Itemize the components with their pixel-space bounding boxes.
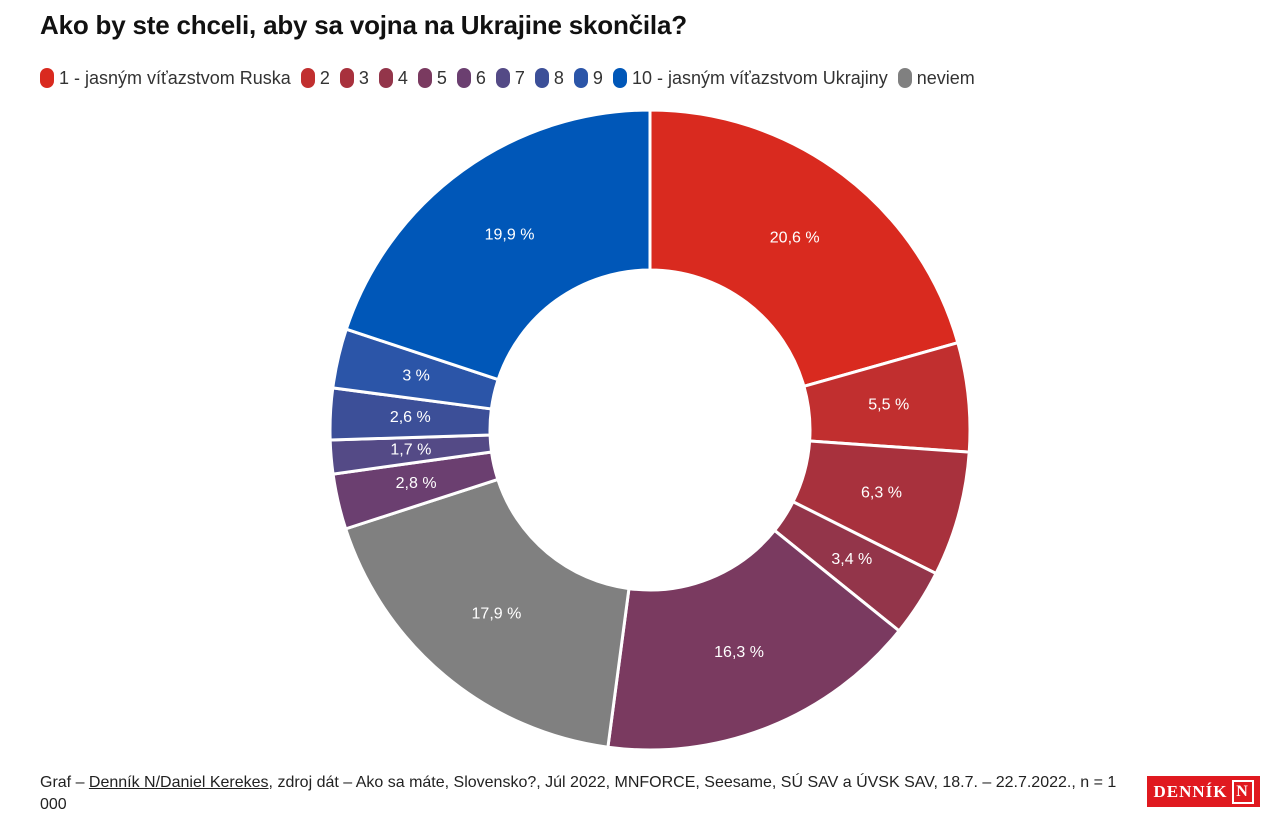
legend-item[interactable]: 3 xyxy=(339,66,369,90)
legend-label: 2 xyxy=(319,67,330,88)
slice-data-label: 2,8 % xyxy=(396,475,437,492)
slice-data-label: 2,6 % xyxy=(390,409,431,426)
legend-item[interactable]: 4 xyxy=(378,66,408,90)
legend-swatch xyxy=(534,68,549,88)
legend-label: neviem xyxy=(916,67,975,88)
slice-data-label: 6,3 % xyxy=(861,485,902,502)
legend-swatch xyxy=(417,68,432,88)
legend-label: 6 xyxy=(475,67,486,88)
legend-item[interactable]: 2 xyxy=(300,66,330,90)
legend-label: 5 xyxy=(436,67,447,88)
footer-prefix: Graf – xyxy=(40,774,89,791)
legend-item[interactable]: 9 xyxy=(573,66,603,90)
legend-label: 7 xyxy=(514,67,525,88)
slice-data-label: 17,9 % xyxy=(472,606,522,623)
donut-slice[interactable] xyxy=(648,108,960,388)
legend-item[interactable]: 7 xyxy=(495,66,525,90)
slice-data-label: 3 % xyxy=(402,367,430,384)
donut-slice[interactable] xyxy=(606,528,901,752)
legend-swatch xyxy=(573,68,588,88)
dennik-n-logo[interactable]: DENNÍK N xyxy=(1147,776,1260,807)
author-link[interactable]: Denník N/Daniel Kerekes xyxy=(88,774,269,791)
legend-swatch xyxy=(612,68,627,88)
legend-item[interactable]: 8 xyxy=(534,66,564,90)
slice-data-label: 20,6 % xyxy=(770,230,820,247)
footer-source: , zdroj dát – Ako sa máte, Slovensko?, J… xyxy=(40,774,1117,813)
legend-item[interactable]: 10 - jasným víťazstvom Ukrajiny xyxy=(612,66,888,90)
legend-item[interactable]: 6 xyxy=(456,66,486,90)
legend-label: 9 xyxy=(592,67,603,88)
logo-text: DENNÍK xyxy=(1153,781,1228,801)
chart-title: Ako by ste chceli, aby sa vojna na Ukraj… xyxy=(40,10,687,40)
chart-legend: 1 - jasným víťazstvom Ruska 2 3 4 5 6 7 8 9 10 - … xyxy=(40,66,1260,90)
legend-label: 8 xyxy=(553,67,564,88)
logo-n-mark: N xyxy=(1231,779,1254,804)
legend-swatch xyxy=(897,68,912,88)
slice-data-label: 19,9 % xyxy=(485,227,535,244)
legend-swatch xyxy=(300,68,315,88)
donut-slice[interactable] xyxy=(344,108,652,382)
legend-label: 3 xyxy=(358,67,369,88)
legend-swatch xyxy=(495,68,510,88)
legend-item[interactable]: neviem xyxy=(897,66,975,90)
legend-item[interactable]: 1 - jasným víťazstvom Ruska xyxy=(40,66,291,90)
slice-data-label: 5,5 % xyxy=(868,396,909,413)
legend-label: 4 xyxy=(397,67,408,88)
source-footer: Graf – Denník N/Daniel Kerekes, zdroj dá… xyxy=(40,772,1135,816)
legend-swatch xyxy=(40,68,54,88)
legend-swatch xyxy=(378,68,393,88)
legend-item[interactable]: 5 xyxy=(417,66,447,90)
legend-swatch xyxy=(339,68,354,88)
legend-label: 10 - jasným víťazstvom Ukrajiny xyxy=(631,67,888,88)
slice-data-label: 1,7 % xyxy=(390,442,431,459)
slice-data-label: 3,4 % xyxy=(831,551,872,568)
slice-data-label: 16,3 % xyxy=(714,644,764,661)
donut-slice[interactable] xyxy=(344,477,631,749)
legend-swatch xyxy=(456,68,471,88)
legend-label: 1 - jasným víťazstvom Ruska xyxy=(59,67,291,88)
